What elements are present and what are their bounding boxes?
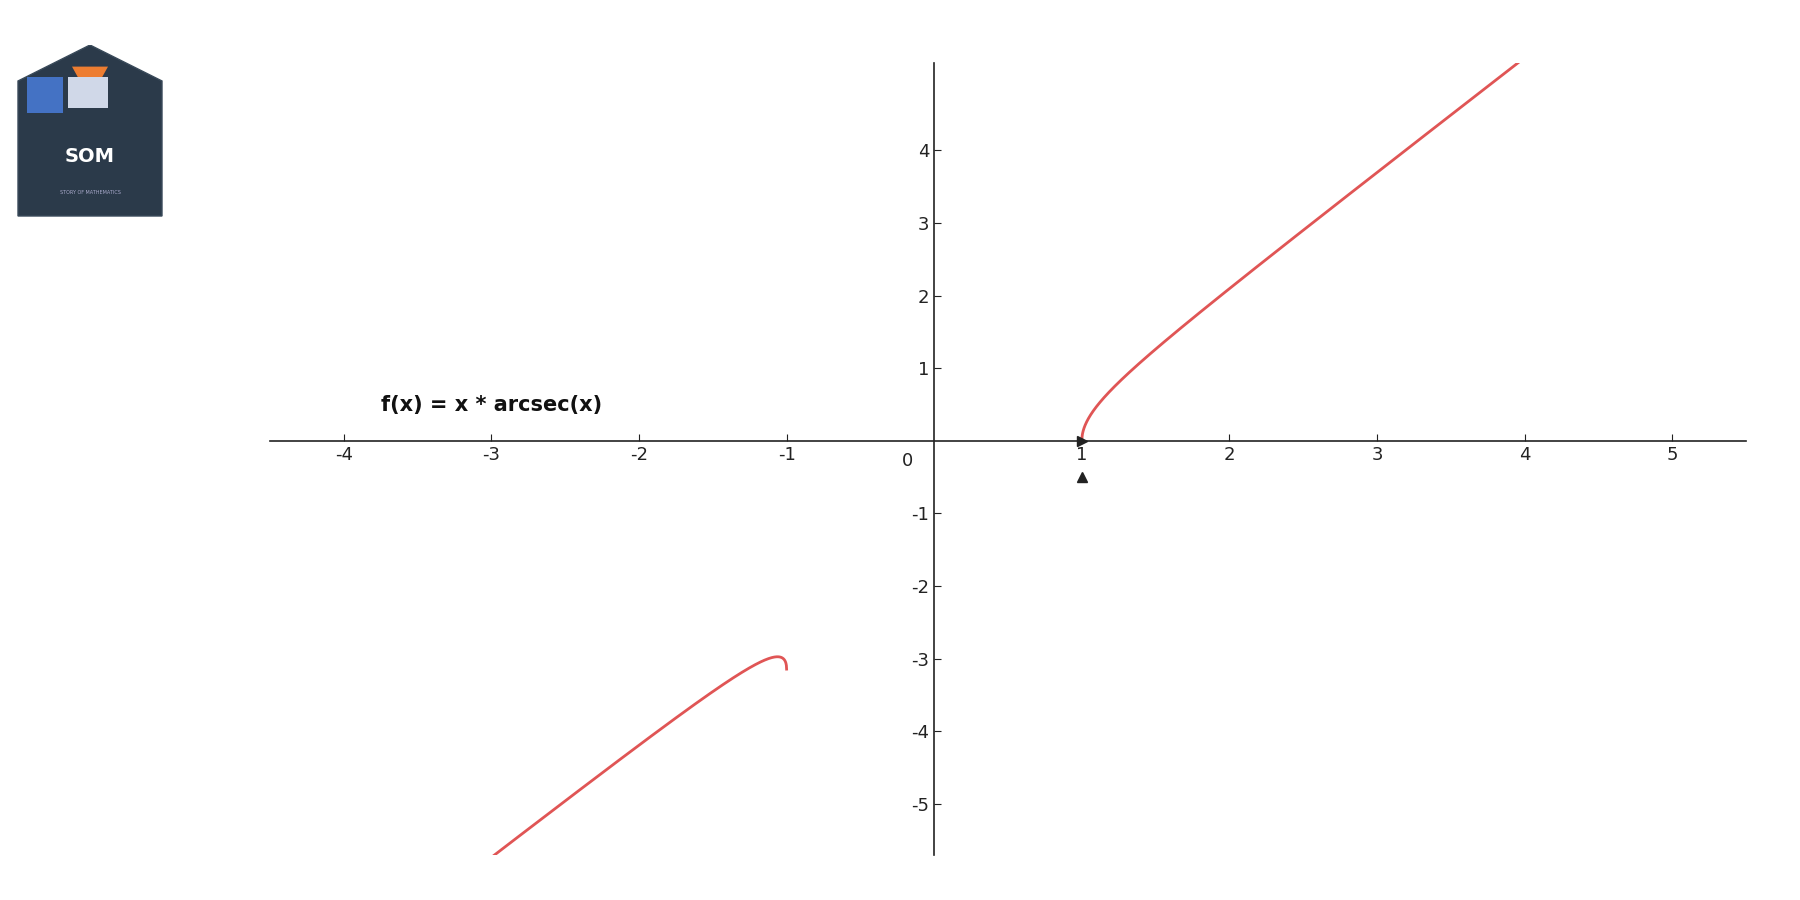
Polygon shape — [27, 77, 63, 113]
Text: f(x) = x * arcsec(x): f(x) = x * arcsec(x) — [382, 394, 601, 415]
Polygon shape — [18, 45, 162, 216]
Text: SOM: SOM — [65, 147, 115, 166]
Polygon shape — [72, 67, 108, 99]
Text: STORY OF MATHEMATICS: STORY OF MATHEMATICS — [59, 190, 121, 195]
Text: 0: 0 — [902, 452, 913, 470]
Polygon shape — [68, 77, 108, 108]
